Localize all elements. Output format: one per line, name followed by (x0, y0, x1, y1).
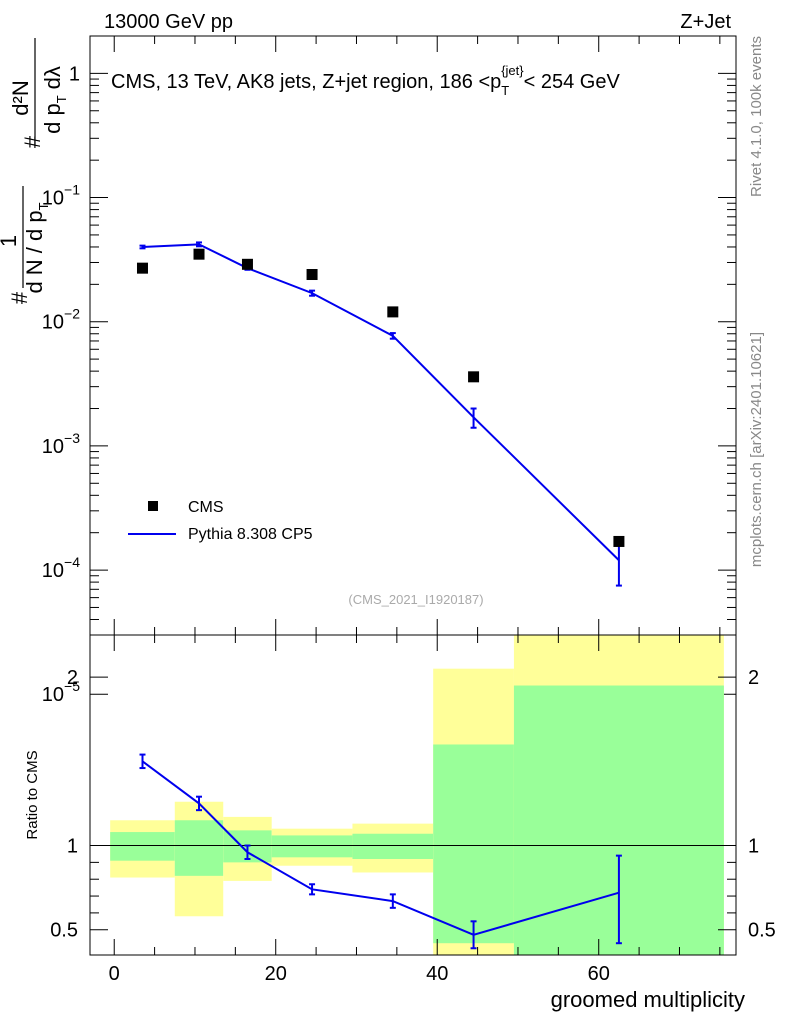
title-suffix: < 254 GeV (524, 71, 621, 93)
legend: CMS Pythia 8.308 CP5 (128, 499, 313, 543)
main-ytick-label: 10−4 (42, 554, 80, 582)
ratio-y-axis-label: Ratio to CMS (24, 750, 41, 839)
cms-point (136, 262, 148, 274)
analysis-watermark: (CMS_2021_I1920187) (348, 592, 483, 607)
title-sub: T (501, 83, 509, 98)
energy-label: 13000 GeV pp (104, 11, 233, 33)
ylabel-d2n: d²N (8, 80, 33, 115)
x-tick-label: 60 (588, 963, 610, 985)
cms-point (306, 269, 318, 281)
cms-point (193, 248, 205, 260)
ylabel-hash2: # (20, 135, 45, 148)
cms-point (613, 535, 625, 547)
x-tick-label: 20 (265, 963, 287, 985)
cms-point (241, 258, 253, 270)
ratio-panel: 0.5 0.51 12 20 20 40 60 Ratio to CMS groomed m… (24, 634, 776, 1012)
ylabel-denominator: d N / d pT (22, 202, 51, 293)
ylabel-one: 1 (0, 235, 21, 247)
x-tick-label: 40 (426, 963, 448, 985)
legend-marker-cms (148, 501, 158, 511)
cms-point (468, 371, 480, 383)
ratio-ytick-label: 0.5 (50, 920, 78, 942)
ratio-frame (89, 634, 737, 956)
ylabel-hash: # (7, 291, 32, 304)
ratio-ytick-label-right: 1 (748, 836, 759, 858)
main-ytick-label: 10−5 (42, 678, 80, 706)
main-ytick-label: 10−2 (42, 306, 80, 334)
ratio-band-inner (110, 832, 175, 861)
rivet-label: Rivet 4.1.0, 100k events (748, 36, 765, 197)
title-prefix: CMS, 13 TeV, AK8 jets, Z+jet region, 186… (111, 71, 501, 93)
main-ytick-label: 1 (69, 63, 80, 85)
legend-label-pythia: Pythia 8.308 CP5 (188, 526, 313, 543)
ratio-band-inner (352, 833, 434, 859)
ratio-band-inner (433, 744, 514, 944)
x-tick-label: 0 (109, 963, 120, 985)
ratio-ytick-label: 1 (67, 836, 78, 858)
x-axis-label: groomed multiplicity (551, 987, 745, 1012)
ylabel-dpt-dlambda: d pTdλ (40, 66, 69, 134)
ratio-ytick-label-right: 0.5 (748, 920, 776, 942)
cms-point (387, 306, 399, 318)
main-y-axis-label: # 1 d N / d pT # d²N d pTdλ (0, 38, 69, 304)
title-sup: {jet} (501, 63, 524, 78)
ratio-band-inner (271, 835, 353, 858)
mcplots-label: mcplots.cern.ch [arXiv:2401.10621] (748, 332, 765, 567)
ratio-ytick-label: 2 (67, 667, 78, 689)
main-frame (89, 35, 737, 636)
process-label: Z+Jet (680, 11, 731, 33)
legend-label-cms: CMS (188, 499, 224, 516)
main-ytick-label: 10−1 (42, 182, 80, 210)
main-ytick-label: 10−3 (42, 430, 80, 458)
chart-title: CMS, 13 TeV, AK8 jets, Z+jet region, 186… (111, 63, 620, 98)
main-panel: 1 10−1 10−2 10−3 10−4 10−5 CMS, 13 TeV, AK8 j… (0, 35, 737, 706)
ratio-ytick-label-right: 2 (748, 667, 759, 689)
ratio-band-inner (174, 820, 224, 876)
